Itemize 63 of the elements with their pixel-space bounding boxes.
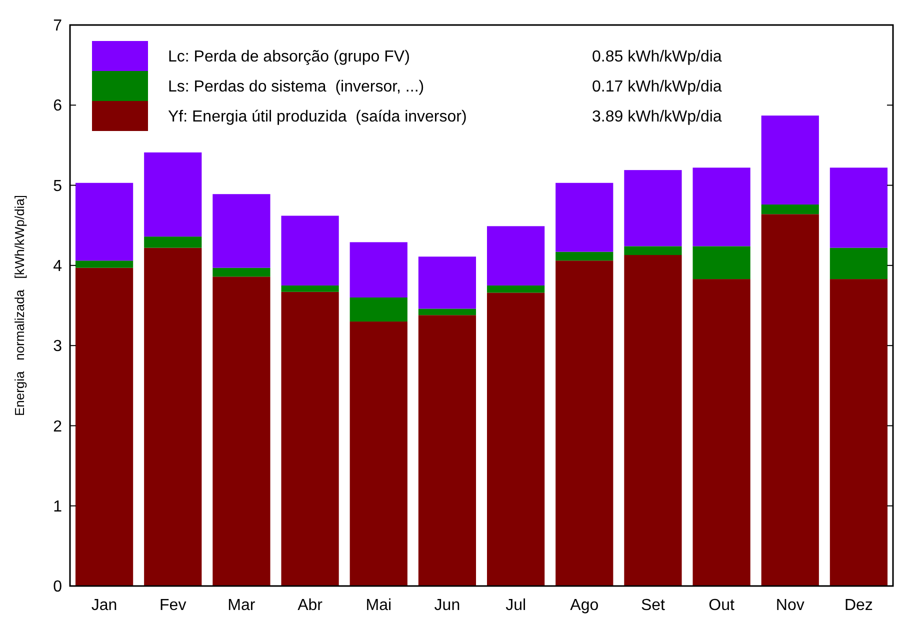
bar <box>556 260 614 586</box>
bar <box>692 246 750 280</box>
bar <box>281 216 339 286</box>
y-tick-label: 3 <box>53 338 62 356</box>
x-tick-label: Out <box>708 597 735 614</box>
bar <box>761 116 819 205</box>
legend-label: Ls: Perdas do sistema (inversor, ...) <box>168 78 424 96</box>
y-tick-label: 0 <box>53 578 62 596</box>
y-tick-label: 7 <box>53 18 62 35</box>
x-tick-label: Jan <box>91 597 118 614</box>
bar <box>418 315 476 586</box>
y-tick-label: 2 <box>53 418 62 436</box>
y-tick-label: 4 <box>53 258 62 276</box>
bar <box>761 204 819 214</box>
bar <box>281 292 339 586</box>
y-tick-label: 5 <box>53 178 62 195</box>
y-tick-label: 1 <box>53 498 62 516</box>
bar <box>212 276 270 586</box>
x-tick-label: Nov <box>776 597 804 614</box>
bar <box>692 168 750 246</box>
annotation: 0.17 kWh/kWp/dia <box>592 78 722 96</box>
bar <box>212 268 270 277</box>
bar <box>418 256 476 309</box>
bar <box>75 268 134 586</box>
bar <box>624 170 682 246</box>
legend-label: Lc: Perda de absorção (grupo FV) <box>168 48 410 66</box>
bar <box>486 226 545 286</box>
bar <box>212 194 270 268</box>
bar <box>418 308 476 316</box>
x-tick-label: Jun <box>434 597 460 614</box>
bar <box>761 214 819 586</box>
bar <box>830 279 888 586</box>
x-tick-label: Mai <box>366 597 392 614</box>
bar <box>350 297 408 322</box>
bar <box>144 152 202 237</box>
x-tick-label: Set <box>640 597 666 614</box>
bar <box>350 242 408 298</box>
bar <box>692 279 750 586</box>
bar <box>281 285 339 292</box>
bar <box>486 285 545 293</box>
bar <box>624 246 682 256</box>
x-tick-label: Ago <box>570 597 599 614</box>
bar <box>830 248 888 280</box>
y-axis-title: Energia normalizada [kWh/kWp/dia] <box>12 194 27 416</box>
annotation: 3.89 kWh/kWp/dia <box>592 108 722 126</box>
legend-label: Yf: Energia útil produzida (saída inversor) <box>168 108 467 126</box>
bar <box>556 252 614 261</box>
bar <box>556 182 614 252</box>
bar <box>144 236 202 248</box>
x-tick-label: Dez <box>844 597 873 614</box>
x-tick-label: Mar <box>228 597 256 614</box>
x-tick-label: Abr <box>298 597 324 614</box>
bar <box>75 260 134 268</box>
x-tick-label: Jul <box>506 597 526 614</box>
bar <box>830 168 888 248</box>
annotation: 0.85 kWh/kWp/dia <box>592 48 722 66</box>
bar <box>144 248 202 586</box>
x-tick-label: Fev <box>160 597 186 614</box>
bar <box>486 292 545 586</box>
bar <box>75 182 134 261</box>
y-tick-label: 6 <box>53 98 62 115</box>
bar <box>624 255 682 586</box>
bar <box>350 322 408 586</box>
